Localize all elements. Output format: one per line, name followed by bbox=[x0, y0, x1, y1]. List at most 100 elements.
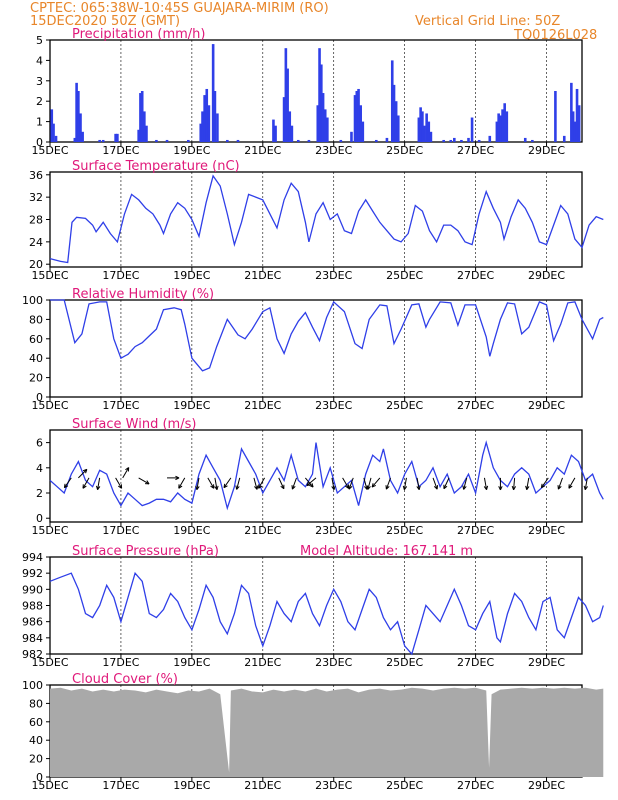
x-tick-label: 17DEC bbox=[102, 524, 139, 537]
x-tick-label: 15DEC bbox=[31, 399, 68, 412]
wind-arrow bbox=[371, 477, 381, 488]
wind-arrow-head bbox=[97, 486, 101, 491]
wind-arrow-head bbox=[498, 486, 501, 491]
precip-bar bbox=[353, 95, 357, 142]
wind-arrow-head bbox=[366, 485, 369, 490]
precip-bar bbox=[73, 137, 77, 142]
precip-bar bbox=[501, 109, 504, 142]
wind-arrow-head bbox=[584, 486, 588, 491]
wind-arrow bbox=[291, 477, 297, 490]
x-tick-label: 19DEC bbox=[173, 656, 210, 669]
precip-bar bbox=[326, 117, 329, 142]
precip-bar bbox=[50, 109, 54, 142]
x-tick-label: 17DEC bbox=[102, 269, 139, 282]
precip-bar bbox=[155, 139, 158, 142]
x-tick-label: 23DEC bbox=[315, 524, 352, 537]
y-tick-label: 100 bbox=[22, 294, 43, 307]
wind-arrow-head bbox=[292, 486, 296, 490]
y-tick-label: 4 bbox=[36, 462, 43, 475]
wind-arrow bbox=[584, 477, 588, 490]
wind-arrow-head bbox=[483, 486, 487, 491]
wind-arrow bbox=[253, 477, 258, 490]
y-tick-label: 988 bbox=[22, 600, 43, 613]
precip-bar bbox=[205, 88, 209, 142]
x-tick-label: 15DEC bbox=[31, 144, 68, 157]
x-tick-label: 19DEC bbox=[173, 399, 210, 412]
wind-arrow bbox=[82, 477, 90, 489]
y-tick-label: 80 bbox=[29, 313, 43, 326]
wind-arrow bbox=[278, 477, 285, 489]
cloud-area bbox=[50, 687, 604, 777]
precip-bar bbox=[392, 84, 396, 142]
wind-arrow bbox=[432, 477, 438, 490]
wind-arrow-head bbox=[235, 485, 238, 490]
y-tick-label: 20 bbox=[29, 372, 43, 385]
wind-arrow bbox=[331, 477, 335, 490]
wind-arrow bbox=[443, 477, 450, 489]
wind-arrow-head bbox=[236, 486, 240, 490]
y-tick-label: 6 bbox=[36, 437, 43, 450]
wind-arrow-head bbox=[64, 485, 69, 489]
precip-bar bbox=[359, 105, 362, 142]
precip-bar bbox=[497, 113, 500, 142]
precip-bar bbox=[216, 113, 219, 142]
wind-arrow-head bbox=[462, 485, 465, 490]
x-tick-label: 25DEC bbox=[386, 399, 423, 412]
panel-title: Precipitation (mm/h) bbox=[72, 27, 205, 42]
y-tick-label: 100 bbox=[22, 679, 43, 692]
wind-arrow bbox=[78, 469, 88, 479]
wind-arrow-head bbox=[511, 485, 515, 491]
precip-bar bbox=[442, 139, 445, 142]
wind-arrow-head bbox=[558, 486, 562, 490]
x-tick-label: 15DEC bbox=[31, 656, 68, 669]
wind-arrow-head bbox=[85, 469, 88, 474]
y-tick-label: 986 bbox=[22, 616, 43, 629]
precip-bar bbox=[318, 48, 321, 142]
panel-title: Surface Pressure (hPa) bbox=[72, 544, 219, 559]
precip-bar bbox=[505, 111, 509, 142]
wind-arrow-head bbox=[309, 484, 314, 488]
panel-title: Surface Wind (m/s) bbox=[72, 417, 196, 432]
x-tick-label: 15DEC bbox=[31, 269, 68, 282]
wind-arrow-head bbox=[178, 485, 183, 489]
x-tick-label: 27DEC bbox=[457, 524, 494, 537]
y-tick-label: 32 bbox=[29, 191, 43, 204]
wind-arrow-head bbox=[499, 486, 503, 491]
y-tick-label: 60 bbox=[29, 716, 43, 729]
y-tick-label: 4 bbox=[36, 54, 43, 67]
wind-arrow-head bbox=[306, 484, 311, 487]
x-tick-label: 29DEC bbox=[528, 779, 565, 792]
wind-arrow-head bbox=[513, 486, 517, 491]
wind-arrow bbox=[342, 477, 350, 489]
wind-arrow-head bbox=[403, 486, 408, 491]
x-tick-label: 21DEC bbox=[244, 399, 281, 412]
wind-arrow-head bbox=[402, 485, 405, 490]
wind-arrow-head bbox=[363, 486, 368, 490]
precip-bar bbox=[137, 129, 140, 142]
precip-bar bbox=[140, 91, 144, 142]
x-tick-label: 19DEC bbox=[173, 779, 210, 792]
precip-bar bbox=[421, 111, 424, 142]
precip-bar bbox=[54, 135, 58, 142]
precip-bar bbox=[374, 139, 378, 142]
precip-bar bbox=[114, 133, 117, 142]
x-tick-label: 19DEC bbox=[173, 524, 210, 537]
precip-bar bbox=[272, 119, 275, 142]
wind-arrow-head bbox=[331, 486, 335, 491]
precip-bar bbox=[523, 137, 527, 142]
precip-bar bbox=[187, 139, 190, 142]
precip-bar bbox=[562, 135, 566, 142]
precip-bar bbox=[75, 82, 78, 142]
x-tick-label: 21DEC bbox=[244, 779, 281, 792]
precip-bar bbox=[477, 139, 481, 142]
wind-arrow-head bbox=[525, 485, 528, 490]
y-tick-label: 3 bbox=[36, 75, 43, 88]
x-tick-label: 23DEC bbox=[315, 399, 352, 412]
precip-bar bbox=[165, 139, 169, 142]
precip-bar bbox=[554, 91, 557, 142]
x-tick-label: 15DEC bbox=[31, 524, 68, 537]
precip-bar bbox=[77, 91, 80, 142]
wind-arrow bbox=[526, 477, 530, 490]
precip-bar bbox=[571, 111, 575, 142]
wind-arrow-head bbox=[333, 485, 336, 490]
